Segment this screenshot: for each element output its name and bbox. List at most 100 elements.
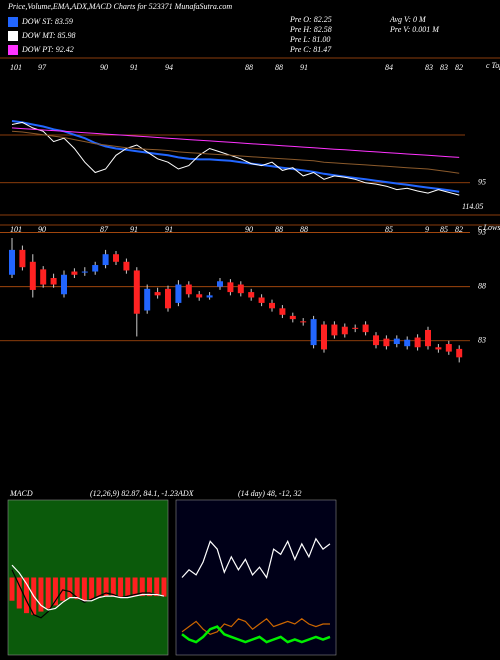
point-label: 90: [245, 225, 253, 234]
candle-body: [206, 295, 213, 298]
macd-params: (12,26,9) 82.87, 84.1, -1.23: [90, 489, 178, 498]
y-tick-label: 95: [478, 178, 486, 187]
legend-label: DOW PT: 92.42: [21, 45, 74, 54]
point-label: 97: [38, 63, 47, 72]
info-label: Pre O: 82.25: [289, 15, 332, 24]
candle-body: [258, 297, 265, 303]
candle-body: [102, 254, 109, 266]
candle-body: [217, 281, 223, 287]
legend-label: DOW ST: 83.59: [21, 17, 73, 26]
point-label: 91: [130, 225, 138, 234]
adx-panel: [175, 499, 337, 656]
histogram-bar: [89, 577, 95, 600]
candle-body: [321, 324, 327, 350]
info-label: Pre H: 82.58: [289, 25, 332, 34]
annotation: c Lows: [478, 223, 500, 232]
adx-params: (14 day) 48, -12, 32: [238, 489, 302, 498]
y-tick-label: 83: [478, 336, 486, 345]
histogram-bar: [16, 577, 22, 609]
histogram-bar: [81, 577, 87, 601]
point-label: 91: [300, 63, 308, 72]
y-tick-label: 93: [478, 227, 486, 236]
candle-body: [19, 249, 26, 268]
histogram-bar: [154, 577, 160, 597]
candle-body: [456, 348, 463, 358]
annotation: 114.05: [462, 202, 483, 211]
histogram-bar: [132, 577, 138, 597]
point-label: 87: [100, 225, 109, 234]
line: [181, 537, 331, 579]
macd-title: MACD: [9, 489, 33, 498]
histogram-bar: [74, 577, 80, 600]
histogram-bar: [23, 577, 29, 614]
line: [181, 625, 331, 644]
candle-body: [113, 254, 119, 262]
info-label: Pre L: 81.00: [289, 35, 330, 44]
candle-body: [9, 249, 15, 275]
line: [11, 564, 165, 611]
histogram-bar: [110, 577, 116, 597]
line: [11, 130, 460, 174]
info-label: Avg V: 0 M: [389, 15, 427, 24]
y-tick-label: 88: [478, 282, 486, 291]
adx-title: ADX: [177, 489, 195, 498]
info-label: Pre C: 81.47: [289, 45, 332, 54]
point-label: 101: [10, 63, 22, 72]
candle-body: [248, 292, 255, 298]
candle-body: [269, 302, 275, 309]
candle-body: [352, 327, 359, 329]
point-label: 82: [455, 63, 463, 72]
candle-body: [404, 339, 411, 347]
chart-title: Price,Volume,EMA,ADX,MACD Charts for 523…: [7, 2, 232, 11]
histogram-bar: [147, 577, 153, 597]
candle-body: [144, 288, 151, 311]
candle-body: [196, 294, 203, 298]
candle-body: [425, 329, 431, 347]
candle-body: [414, 337, 421, 348]
point-label: 9: [425, 225, 429, 234]
point-label: 88: [275, 225, 283, 234]
line: [11, 120, 460, 193]
candle-body: [331, 324, 338, 336]
histogram-bar: [38, 577, 44, 612]
histogram-bar: [67, 577, 73, 598]
candle-body: [61, 274, 67, 295]
candle-body: [445, 344, 452, 352]
candle-body: [435, 347, 442, 350]
candle-body: [310, 319, 317, 346]
legend-label: DOW MT: 85.98: [21, 31, 76, 40]
candle-body: [40, 269, 47, 285]
candle-body: [165, 288, 171, 309]
point-label: 88: [275, 63, 283, 72]
point-label: 91: [165, 225, 173, 234]
histogram-bar: [60, 577, 66, 601]
histogram-bar: [45, 577, 51, 609]
candle-body: [362, 324, 369, 333]
candle-body: [300, 321, 307, 323]
candle-body: [279, 308, 286, 315]
histogram-bar: [161, 577, 167, 597]
point-label: 85: [440, 225, 448, 234]
candle-body: [71, 271, 78, 275]
point-label: 83: [425, 63, 433, 72]
point-label: 91: [130, 63, 138, 72]
histogram-bar: [125, 577, 131, 597]
candle-body: [175, 284, 182, 303]
candle-body: [341, 326, 348, 335]
candle-body: [133, 270, 140, 314]
candle-body: [237, 284, 244, 294]
line: [11, 121, 460, 196]
histogram-bar: [118, 577, 124, 598]
legend-swatch: [8, 45, 18, 55]
line: [11, 127, 460, 158]
candle-body: [154, 292, 161, 296]
point-label: 90: [38, 225, 46, 234]
candle-body: [383, 338, 390, 347]
point-label: 84: [385, 63, 393, 72]
annotation: c Tops: [486, 61, 500, 70]
point-label: 101: [10, 225, 22, 234]
histogram-bar: [52, 577, 58, 606]
histogram-bar: [96, 577, 102, 598]
histogram-bar: [103, 577, 109, 597]
